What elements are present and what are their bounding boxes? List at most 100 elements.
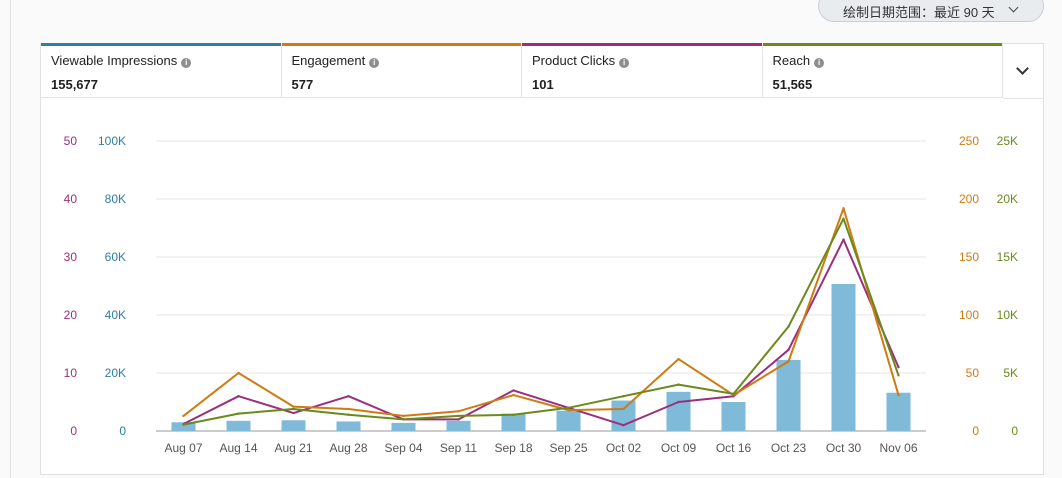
tab-color-bar — [281, 43, 521, 46]
tick-label-right-inner: 0 — [972, 424, 979, 438]
info-icon[interactable]: i — [814, 58, 825, 68]
expand-metrics-button[interactable] — [1003, 44, 1043, 99]
data-point — [622, 424, 625, 427]
x-tick-label: Aug 21 — [274, 441, 312, 455]
tab-engagement[interactable]: Engagement i 577 — [281, 43, 522, 98]
tick-label-right-inner: 150 — [959, 250, 979, 264]
data-point — [512, 413, 515, 416]
data-point — [897, 374, 900, 377]
data-point — [622, 395, 625, 398]
data-point — [787, 348, 790, 351]
tab-value: 101 — [532, 77, 554, 92]
info-icon[interactable]: i — [181, 58, 192, 68]
data-point — [182, 414, 185, 418]
data-point — [622, 407, 625, 411]
tick-label-left-outer: 60K — [105, 250, 126, 264]
data-point — [182, 423, 185, 426]
data-point — [512, 393, 515, 397]
data-point — [842, 207, 845, 210]
tick-label-right-inner: 50 — [966, 366, 980, 380]
tab-color-bar — [762, 43, 1002, 46]
x-tick-label: Aug 28 — [329, 441, 367, 455]
bar — [281, 420, 306, 431]
tab-value: 155,677 — [51, 77, 98, 92]
data-point — [457, 410, 460, 413]
data-point — [347, 413, 350, 416]
x-tick-label: Oct 30 — [826, 441, 862, 455]
x-tick-label: Sep 25 — [549, 441, 587, 455]
info-icon[interactable]: i — [619, 58, 630, 68]
data-point — [842, 217, 845, 220]
tick-label-left-outer: 40K — [105, 308, 126, 322]
tab-value: 51,565 — [772, 77, 813, 92]
data-point — [897, 366, 900, 369]
tab-label: Product Clicks — [532, 53, 616, 68]
tab-label: Engagement — [291, 53, 366, 68]
x-tick-label: Aug 07 — [164, 441, 202, 455]
tab-product-clicks[interactable]: Product Clicks i 101 — [522, 43, 763, 98]
x-tick-label: Sep 04 — [384, 441, 422, 455]
x-tick-label: Sep 11 — [440, 441, 477, 455]
tick-label-left-inner: 30 — [64, 250, 78, 264]
tab-label: Reach — [772, 53, 811, 68]
x-tick-label: Oct 09 — [661, 441, 697, 455]
x-tick-label: Nov 06 — [879, 441, 917, 455]
data-point — [237, 371, 240, 375]
chevron-down-icon — [1008, 2, 1019, 13]
data-point — [842, 238, 845, 241]
metric-tabs: Viewable Impressions i 155,677 Engagement… — [41, 43, 1003, 98]
x-tick-label: Oct 23 — [771, 441, 807, 455]
series-line-engagement — [182, 207, 900, 417]
x-tick-label: Sep 18 — [494, 441, 532, 455]
data-point — [787, 360, 790, 363]
info-icon[interactable]: i — [369, 58, 380, 68]
x-tick-label: Aug 14 — [219, 441, 257, 455]
tick-label-right-inner: 250 — [959, 134, 979, 148]
tick-label-right-inner: 200 — [959, 192, 979, 206]
tick-label-left-inner: 40 — [64, 192, 78, 206]
bar — [776, 359, 801, 431]
tick-label-left-outer: 0 — [119, 424, 126, 438]
bar — [611, 400, 636, 431]
data-point — [512, 389, 515, 392]
bar — [226, 420, 251, 431]
data-point — [677, 383, 680, 386]
data-point — [237, 412, 240, 415]
data-point — [567, 408, 570, 412]
bar — [721, 402, 746, 431]
data-point — [292, 405, 295, 408]
tab-reach[interactable]: Reach i 51,565 — [762, 43, 1003, 98]
data-point — [677, 400, 680, 404]
bar — [886, 392, 911, 431]
data-point — [402, 414, 405, 418]
tick-label-left-outer: 80K — [105, 192, 126, 206]
tick-label-right-outer: 5K — [1003, 366, 1018, 380]
series-line-reach — [183, 217, 900, 426]
tick-label-right-outer: 20K — [997, 192, 1018, 206]
tab-value: 577 — [291, 77, 314, 92]
data-point — [567, 406, 570, 409]
data-point — [457, 414, 460, 418]
x-tick-label: Oct 02 — [606, 441, 642, 455]
data-point — [732, 392, 735, 396]
data-point — [292, 411, 295, 415]
bar — [831, 283, 856, 431]
tab-color-bar — [522, 43, 762, 46]
data-point — [347, 395, 350, 398]
tick-label-right-outer: 15K — [997, 250, 1018, 264]
tick-label-right-outer: 10K — [997, 308, 1018, 322]
date-range-label: 绘制日期范围：最近 90 天 — [843, 5, 995, 20]
tick-label-left-inner: 0 — [70, 424, 77, 438]
metrics-card: Viewable Impressions i 155,677 Engagement… — [40, 43, 1044, 475]
bar — [501, 413, 526, 431]
tick-label-left-outer: 20K — [105, 366, 126, 380]
data-point — [347, 407, 350, 411]
data-point — [677, 357, 680, 361]
tick-label-right-outer: 0 — [1011, 424, 1018, 438]
tab-label: Viewable Impressions — [51, 53, 178, 68]
date-range-selector[interactable]: 绘制日期范围：最近 90 天 — [818, 0, 1044, 22]
bar — [446, 420, 471, 431]
tab-viewable-impressions[interactable]: Viewable Impressions i 155,677 — [41, 43, 282, 98]
bar — [391, 422, 416, 431]
tick-label-right-outer: 25K — [997, 134, 1018, 148]
